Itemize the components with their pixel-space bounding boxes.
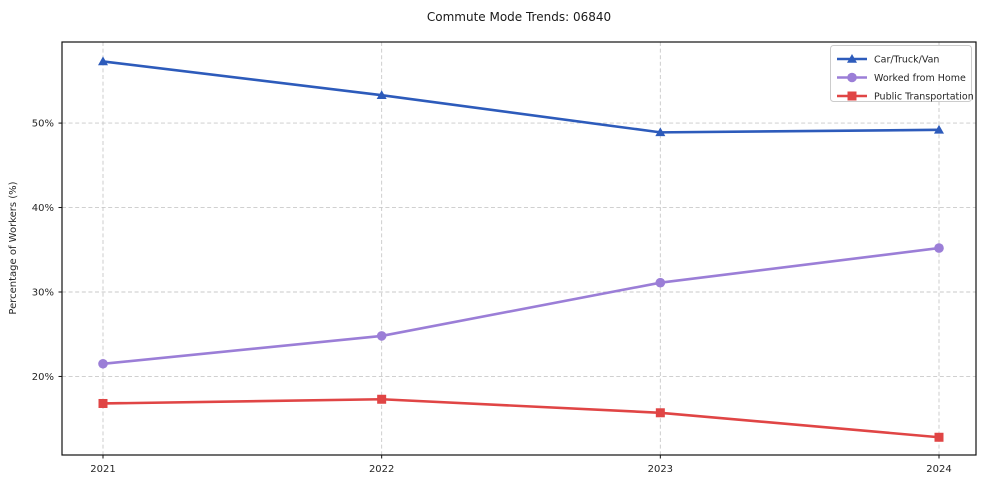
legend-entry: Car/Truck/Van [837,54,939,65]
data-series [98,56,944,442]
legend-entry: Worked from Home [837,72,966,84]
legend-marker [847,91,857,101]
series-line [101,60,941,134]
data-point-marker [655,277,666,288]
plot-border [61,41,977,456]
data-point-marker [655,408,665,418]
legend-label: Public Transportation [874,91,974,102]
legend-entry: Public Transportation [837,91,974,102]
y-axis-label: Percentage of Workers (%) [8,181,19,314]
x-tick-label: 2023 [648,464,673,475]
y-tick-label: 20% [32,372,54,383]
data-point-marker [376,331,387,341]
x-tick-label: 2021 [90,464,115,475]
data-point-marker [98,358,108,369]
legend-label: Worked from Home [874,73,966,84]
chart-title: Commute Mode Trends: 06840 [427,10,611,24]
data-point-marker [934,243,944,253]
x-tick-label: 2024 [926,464,951,475]
legend-label: Car/Truck/Van [874,54,939,65]
series-line [101,397,941,439]
data-point-marker [655,127,666,137]
series-line [101,246,941,366]
y-tick-label: 30% [32,287,54,298]
y-tick-label: 50% [32,119,54,130]
data-point-marker [377,394,387,404]
legend-marker [847,54,857,63]
gridlines [62,42,976,455]
x-tick-label: 2022 [369,464,394,475]
axis-ticks: 20% 30% 40% 50% 2021 2022 2023 2024 [32,119,952,475]
data-point-marker [98,56,108,66]
y-tick-label: 40% [32,203,54,214]
data-point-marker [376,90,387,100]
data-point-marker [934,432,944,442]
data-point-marker [98,398,108,408]
data-point-marker [934,124,944,134]
legend: Car/Truck/Van Worked from Home Public Tran… [830,45,974,102]
legend-marker [847,72,857,83]
